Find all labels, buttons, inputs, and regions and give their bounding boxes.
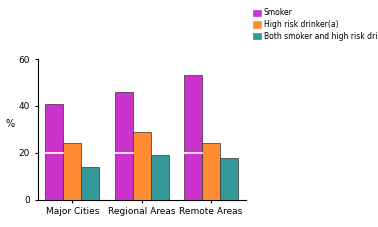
Bar — [133, 132, 151, 200]
Bar — [151, 155, 169, 200]
Bar — [115, 92, 133, 200]
Bar — [220, 158, 238, 200]
Bar — [45, 104, 64, 200]
Bar — [82, 167, 99, 200]
Y-axis label: %: % — [6, 119, 15, 129]
Bar — [202, 143, 220, 200]
Bar — [64, 143, 82, 200]
Bar — [184, 75, 202, 200]
Legend: Smoker, High risk drinker(a), Both smoker and high risk drinker: Smoker, High risk drinker(a), Both smoke… — [253, 8, 378, 41]
